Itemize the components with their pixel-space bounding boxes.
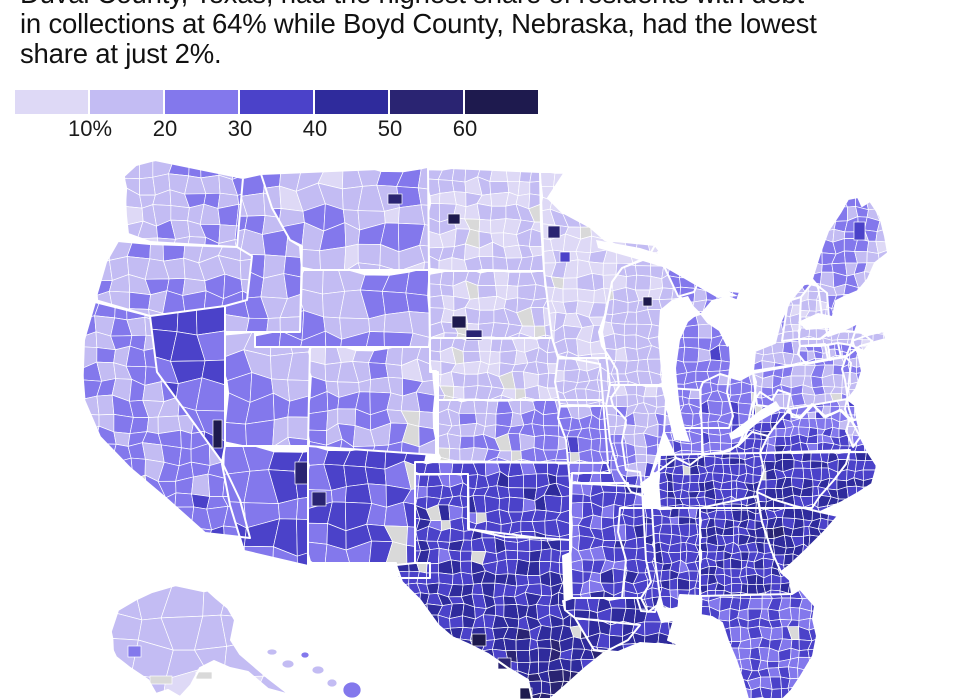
legend-label-30: 30 [227, 116, 253, 141]
color-legend: 10% 20 30 40 50 60 [15, 90, 540, 142]
legend-label-20: 20 [152, 116, 178, 141]
state-counties-CO[interactable] [306, 344, 436, 462]
county-highlight[interactable] [471, 633, 487, 647]
hawaii-island-1[interactable] [266, 648, 278, 656]
county-highlight[interactable] [451, 315, 467, 329]
great-lake-5 [798, 313, 837, 330]
legend-swatch-5 [315, 90, 388, 114]
county-highlight[interactable] [294, 461, 309, 485]
hawaii-island-5[interactable] [326, 678, 338, 688]
county-highlight[interactable] [559, 251, 571, 263]
legend-label-50: 50 [377, 116, 403, 141]
page-title: Duval County, Texas, had the highest sha… [20, 0, 970, 69]
state-counties-ND[interactable] [425, 165, 548, 273]
hawaii-island-4[interactable] [311, 665, 325, 675]
title-line-1: Duval County, Texas, had the highest sha… [20, 0, 970, 9]
legend-label-10: 10% [67, 116, 113, 141]
state-counties-TX[interactable] [395, 472, 650, 699]
county-highlight[interactable] [387, 193, 403, 205]
hawaii-island-3[interactable] [300, 651, 310, 659]
state-counties-FL[interactable] [700, 587, 823, 699]
county-highlight[interactable] [465, 329, 483, 341]
legend-swatch-1 [15, 90, 88, 114]
state-counties-NC[interactable] [755, 450, 885, 517]
county-highlight[interactable] [519, 687, 533, 699]
county-highlight[interactable] [311, 491, 327, 507]
county-highlight[interactable] [642, 296, 653, 307]
great-lake-3 [700, 296, 759, 347]
legend-swatch-3 [165, 90, 238, 114]
legend-threshold-labels: 10% 20 30 40 50 60 [15, 116, 540, 142]
county-highlight[interactable] [547, 225, 561, 239]
legend-swatch-7 [465, 90, 538, 114]
legend-swatch-2 [90, 90, 163, 114]
state-borders [81, 159, 889, 699]
title-line-3: share at just 2%. [20, 38, 222, 69]
legend-swatch-6 [390, 90, 463, 114]
hawaii-island-6[interactable] [342, 681, 362, 699]
hawaii-island-2[interactable] [281, 659, 295, 669]
state-counties-AK[interactable] [107, 580, 294, 699]
legend-swatch-4 [240, 90, 313, 114]
great-lake-1 [596, 240, 738, 298]
great-lake-4 [729, 401, 781, 440]
county-highlight[interactable] [212, 419, 223, 449]
legend-color-bar [15, 90, 540, 114]
title-line-2: in collections at 64% while Boyd County,… [20, 8, 817, 39]
legend-label-60: 60 [452, 116, 478, 141]
county-highlight[interactable] [447, 213, 461, 225]
county-highlight[interactable] [127, 645, 142, 658]
great-lake-2 [658, 296, 698, 442]
county-highlight[interactable] [853, 221, 866, 241]
county-highlight[interactable] [497, 657, 512, 670]
legend-label-40: 40 [302, 116, 328, 141]
county-highlight[interactable] [149, 675, 173, 685]
